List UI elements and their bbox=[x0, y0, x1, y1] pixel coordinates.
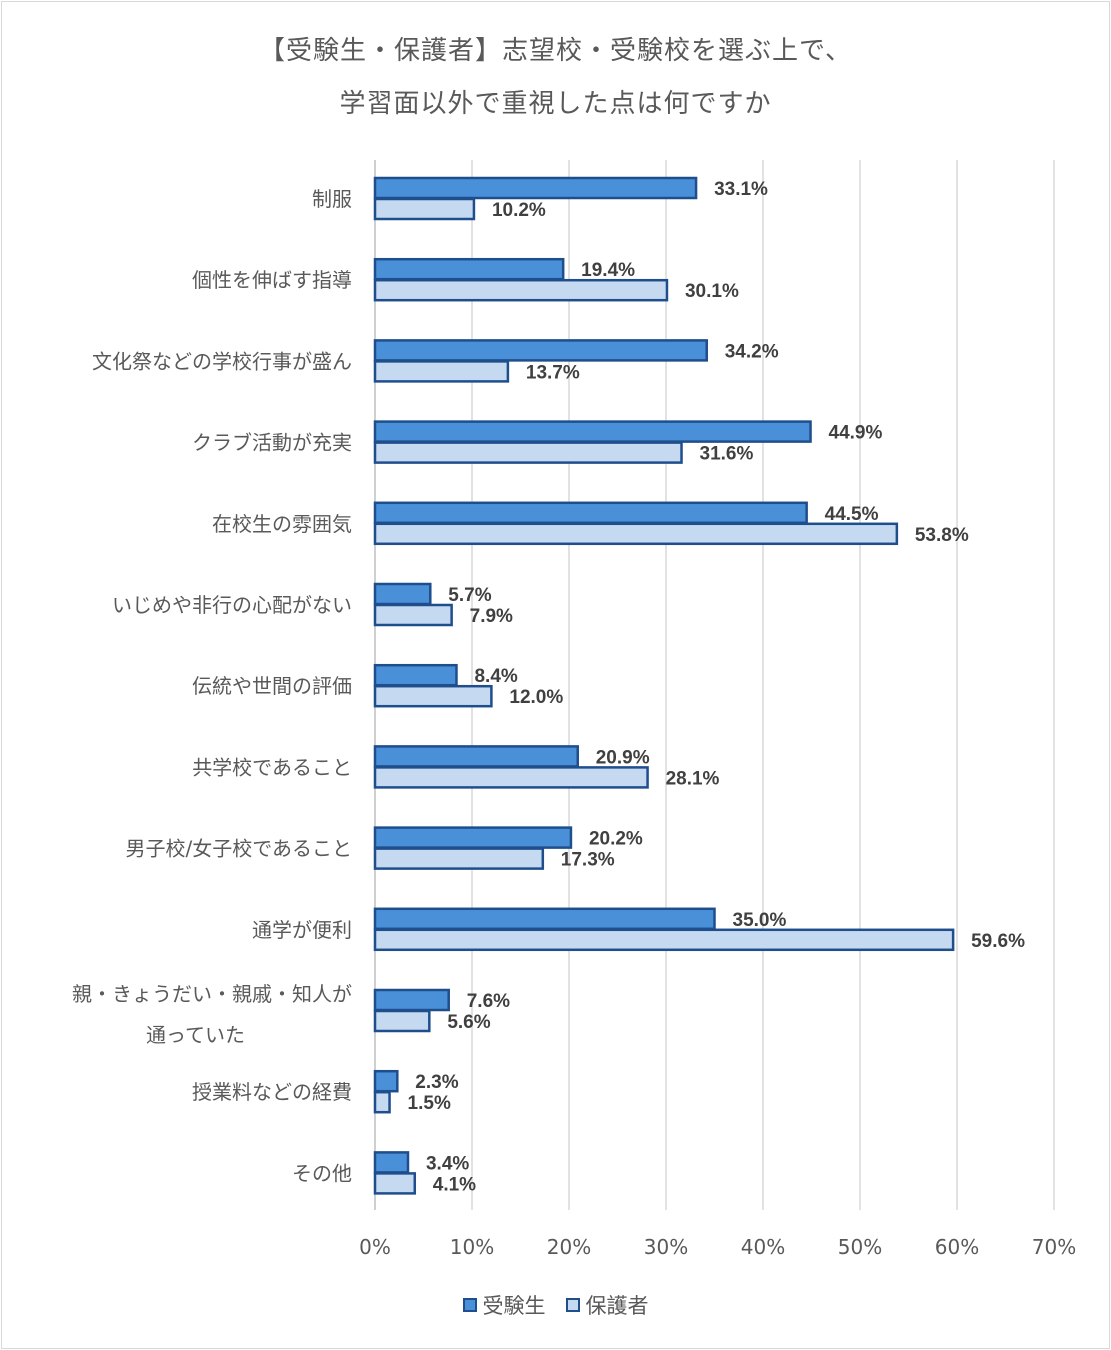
category-label: 通学が便利 bbox=[252, 918, 352, 942]
x-tick-label: 10% bbox=[450, 1235, 494, 1259]
data-label: 28.1% bbox=[666, 768, 720, 789]
data-label: 44.5% bbox=[825, 504, 879, 525]
x-tick-label: 0% bbox=[359, 1235, 391, 1259]
bar bbox=[373, 1069, 399, 1093]
data-label: 44.9% bbox=[829, 423, 883, 444]
bar bbox=[373, 1009, 431, 1033]
data-label: 7.9% bbox=[470, 606, 513, 627]
legend-swatch-series-2 bbox=[565, 1298, 580, 1312]
legend: 受験生 保護者 bbox=[0, 1290, 1111, 1320]
bar bbox=[373, 441, 683, 464]
category-label: いじめや非行の心配がない bbox=[112, 593, 352, 617]
data-label: 5.6% bbox=[447, 1012, 490, 1033]
x-tick-label: 20% bbox=[547, 1235, 591, 1259]
bar bbox=[373, 257, 565, 281]
data-label: 20.2% bbox=[589, 829, 643, 850]
category-label: 在校生の雰囲気 bbox=[212, 512, 352, 536]
category-label: 親・きょうだい・親戚・知人が bbox=[72, 982, 352, 1006]
category-label: 共学校であること bbox=[192, 755, 352, 779]
data-label: 31.6% bbox=[700, 444, 754, 465]
bar bbox=[373, 1172, 417, 1195]
data-label: 13.7% bbox=[526, 362, 580, 383]
bar bbox=[373, 988, 450, 1012]
x-tick-label: 50% bbox=[838, 1235, 882, 1259]
legend-label-series-2: 保護者 bbox=[585, 1294, 649, 1318]
bar bbox=[373, 928, 955, 952]
bar bbox=[373, 745, 579, 768]
category-label: 制服 bbox=[312, 187, 352, 211]
bar bbox=[373, 847, 545, 870]
chart-title-line-2: 学習面以外で重視した点は何ですか bbox=[339, 89, 772, 119]
data-label: 34.2% bbox=[725, 341, 779, 362]
chart-title-line-1: 【受験生・保護者】志望校・受験校を選ぶ上で、 bbox=[259, 36, 852, 66]
bar bbox=[373, 339, 708, 362]
data-label: 4.1% bbox=[433, 1174, 476, 1195]
bar bbox=[373, 907, 716, 931]
data-label: 59.6% bbox=[971, 931, 1025, 952]
x-tick-label: 30% bbox=[644, 1235, 688, 1259]
category-label: 個性を伸ばす指導 bbox=[192, 268, 352, 292]
data-label: 33.1% bbox=[714, 179, 768, 200]
category-label: 文化祭などの学校行事が盛ん bbox=[92, 349, 352, 373]
data-label: 19.4% bbox=[581, 260, 635, 281]
data-label: 17.3% bbox=[561, 850, 615, 871]
data-label: 35.0% bbox=[733, 910, 787, 931]
bar bbox=[373, 176, 698, 200]
category-label: 男子校/女子校であること bbox=[125, 837, 352, 861]
legend-item-series-2: 保護者 bbox=[565, 1290, 649, 1320]
bar bbox=[373, 766, 649, 789]
bar bbox=[373, 826, 573, 849]
legend-item-series-1: 受験生 bbox=[462, 1290, 546, 1320]
data-label: 30.1% bbox=[685, 281, 739, 302]
data-label: 53.8% bbox=[915, 525, 969, 546]
data-label: 7.6% bbox=[467, 991, 510, 1012]
bar bbox=[373, 360, 510, 383]
bar bbox=[373, 684, 493, 708]
legend-label-series-1: 受験生 bbox=[482, 1294, 546, 1318]
category-label: 授業料などの経費 bbox=[192, 1080, 352, 1104]
category-label: クラブ活動が充実 bbox=[192, 431, 352, 455]
bar bbox=[373, 420, 812, 443]
x-tick-label: 40% bbox=[741, 1235, 785, 1259]
category-label: その他 bbox=[292, 1161, 352, 1185]
data-label: 20.9% bbox=[596, 747, 650, 768]
bar bbox=[373, 1090, 391, 1114]
legend-swatch-series-1 bbox=[462, 1298, 477, 1312]
data-label: 8.4% bbox=[474, 666, 517, 687]
data-label: 10.2% bbox=[492, 200, 546, 221]
data-label: 5.7% bbox=[448, 585, 491, 606]
bar bbox=[373, 582, 432, 606]
data-label: 2.3% bbox=[415, 1072, 458, 1093]
data-label: 12.0% bbox=[509, 687, 563, 708]
bar bbox=[373, 603, 453, 627]
category-label: 通っていた bbox=[146, 1023, 245, 1047]
bar bbox=[373, 278, 669, 302]
bar bbox=[373, 1151, 410, 1174]
bar bbox=[373, 663, 458, 687]
bar bbox=[373, 197, 476, 221]
bar bbox=[373, 501, 808, 525]
x-tick-label: 70% bbox=[1032, 1235, 1076, 1259]
category-label: 伝統や世間の評価 bbox=[192, 674, 352, 698]
bar bbox=[373, 522, 899, 546]
data-label: 3.4% bbox=[426, 1153, 469, 1174]
x-tick-label: 60% bbox=[935, 1235, 979, 1259]
data-label: 1.5% bbox=[408, 1093, 451, 1114]
